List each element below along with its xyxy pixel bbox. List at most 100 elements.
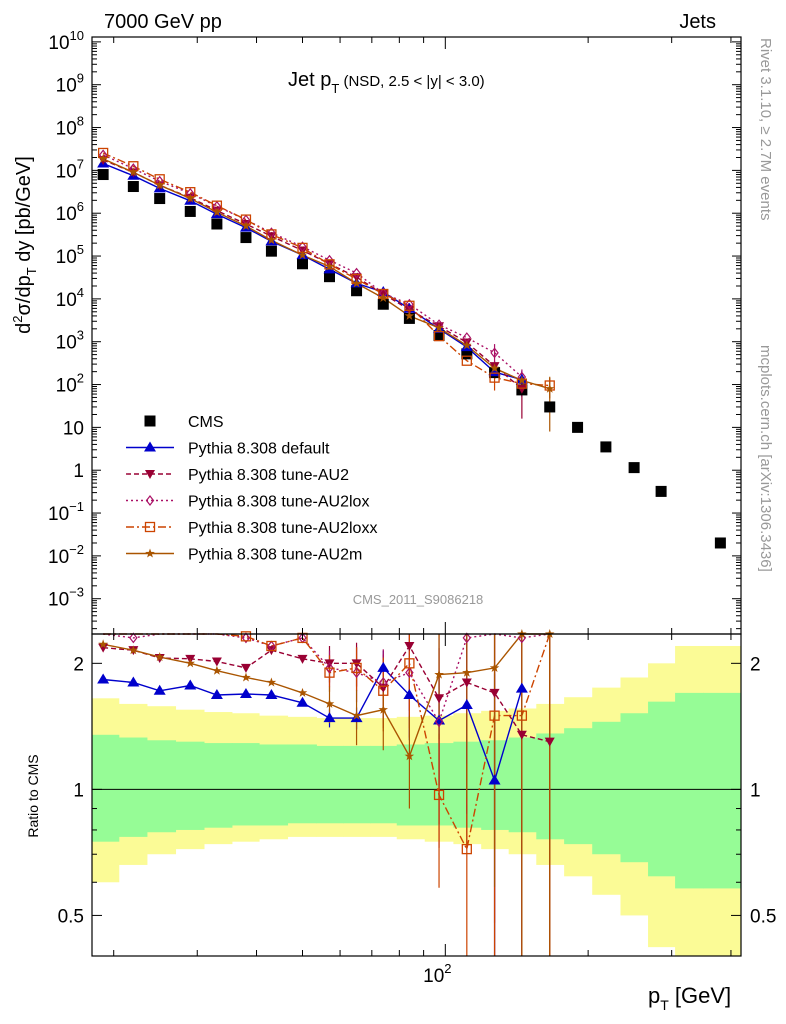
ratio-point-pythia-8-308-tune-au2lox xyxy=(434,716,444,728)
legend-label-cms: CMS xyxy=(188,414,224,431)
point-cms xyxy=(184,205,196,217)
y-tick-label: 107 xyxy=(56,156,84,182)
point-pythia-8-308-tune-au2lox xyxy=(490,347,499,359)
point-pythia-8-308-tune-au2loxx xyxy=(461,355,472,366)
band-green-bin xyxy=(508,737,537,833)
ratio-point-pythia-8-308-tune-au2loxx xyxy=(404,658,415,669)
legend-label-pythia-8-308-default: Pythia 8.308 default xyxy=(188,441,330,458)
point-cms xyxy=(127,181,139,193)
ratio-point-pythia-8-308-tune-au2m xyxy=(378,704,388,714)
legend-marker-pythia-8-308-tune-au2m xyxy=(145,548,155,558)
band-green-bin xyxy=(231,743,260,826)
rivet-version-label: Rivet 3.1.10, ≥ 2.7M events xyxy=(757,38,774,221)
ratio-point-pythia-8-308-tune-au2 xyxy=(297,654,308,664)
point-pythia-8-308-tune-au2 xyxy=(516,384,527,394)
header-right: Jets xyxy=(679,11,716,33)
ratio-point-pythia-8-308-tune-au2lox xyxy=(405,667,414,679)
ratio-point-pythia-8-308-tune-au2lox xyxy=(352,667,361,679)
x-axis-label: pT [GeV] xyxy=(648,983,731,1013)
band-green-bin xyxy=(316,745,344,824)
band-green-bin xyxy=(453,741,482,828)
point-pythia-8-308-tune-au2loxx xyxy=(324,259,335,270)
point-cms xyxy=(240,232,252,244)
ratio-point-pythia-8-308-tune-au2m xyxy=(297,687,308,697)
band-green-bin xyxy=(536,733,565,840)
ratio-point-pythia-8-308-default xyxy=(153,684,166,695)
ratio-point-pythia-8-308-tune-au2m xyxy=(489,662,500,672)
point-pythia-8-308-tune-au2m xyxy=(128,167,139,177)
y-tick-label: 10−2 xyxy=(48,542,84,568)
ratio-point-pythia-8-308-tune-au2 xyxy=(211,657,222,667)
ratio-point-pythia-8-308-tune-au2 xyxy=(404,641,415,651)
band-green-bin xyxy=(343,745,371,824)
point-pythia-8-308-tune-au2loxx xyxy=(489,372,500,383)
ratio-point-pythia-8-308-tune-au2m xyxy=(404,751,415,761)
ratio-point-pythia-8-308-tune-au2loxx xyxy=(461,843,472,855)
ratio-point-pythia-8-308-tune-au2loxx xyxy=(351,662,362,674)
ratio-point-pythia-8-308-tune-au2m xyxy=(462,667,472,677)
main-frame xyxy=(91,36,742,635)
x-tick-label: 102 xyxy=(423,961,451,987)
y-tick-label: 105 xyxy=(56,242,84,268)
ratio-y-axis-label: Ratio to CMS xyxy=(25,754,41,837)
axes: 101010910810710610510410310210110−110−21… xyxy=(48,28,776,987)
point-pythia-8-308-tune-au2m xyxy=(462,340,472,350)
point-pythia-8-308-tune-au2m xyxy=(266,235,277,245)
ratio-point-pythia-8-308-tune-au2m xyxy=(241,672,251,682)
ratio-point-pythia-8-308-tune-au2 xyxy=(489,688,500,698)
point-cms xyxy=(572,421,584,433)
line-pythia-8-308-default xyxy=(102,162,523,381)
ratio-point-pythia-8-308-tune-au2m xyxy=(98,639,108,649)
ratio-point-pythia-8-308-tune-au2loxx xyxy=(433,789,445,801)
band-green-bin xyxy=(287,744,317,824)
point-cms xyxy=(154,193,166,205)
point-cms xyxy=(544,401,556,413)
ratio-point-pythia-8-308-tune-au2loxx xyxy=(489,710,500,721)
ratio-point-pythia-8-308-default xyxy=(265,689,278,700)
ratio-y-tick-label: 0.5 xyxy=(58,906,84,927)
y-tick-label: 10 xyxy=(63,418,84,439)
chart-title-rest: (NSD, 2.5 < |y| < 3.0) xyxy=(339,73,484,90)
uncertainty-bands xyxy=(92,645,742,956)
analysis-id: CMS_2011_S9086218 xyxy=(353,592,484,607)
ratio-point-pythia-8-308-tune-au2lox xyxy=(325,662,334,674)
point-cms xyxy=(655,485,667,497)
band-green-bin xyxy=(564,728,593,845)
ratio-point-pythia-8-308-tune-au2m xyxy=(351,710,362,720)
band-green-bin xyxy=(620,713,649,863)
ratio-point-pythia-8-308-tune-au2m xyxy=(212,665,222,675)
ratio-point-pythia-8-308-tune-au2loxx xyxy=(324,667,335,678)
ratio-point-pythia-8-308-tune-au2loxx xyxy=(378,685,389,696)
point-cms xyxy=(211,218,223,230)
point-pythia-8-308-tune-au2lox xyxy=(405,298,414,310)
ratio-point-pythia-8-308-default xyxy=(184,679,197,690)
y-axis-label-b-sub: T xyxy=(24,267,39,275)
ratio-y-tick-label-right: 2 xyxy=(750,654,761,675)
line-pythia-8-308-tune-au2 xyxy=(102,159,523,390)
y-tick-label: 102 xyxy=(56,371,84,397)
point-pythia-8-308-tune-au2m xyxy=(378,293,388,302)
point-cms xyxy=(403,312,415,324)
point-cms xyxy=(377,298,389,310)
legend-marker-pythia-8-308-tune-au2 xyxy=(145,470,155,479)
y-axis-label: d2σ/dpT dy [pb/GeV] xyxy=(10,156,39,334)
point-cms xyxy=(351,285,363,297)
ratio-point-pythia-8-308-tune-au2 xyxy=(461,678,472,688)
point-pythia-8-308-tune-au2m xyxy=(185,193,195,203)
band-green-bin xyxy=(703,692,742,889)
point-pythia-8-308-tune-au2loxx xyxy=(433,330,445,342)
ratio-point-pythia-8-308-tune-au2 xyxy=(516,730,527,740)
ratio-y-tick-label-right: 0.5 xyxy=(750,906,776,927)
band-green-bin xyxy=(204,743,233,828)
point-pythia-8-308-tune-au2m xyxy=(351,278,362,288)
mcplots-label: mcplots.cern.ch [arXiv:1306.3436] xyxy=(757,345,774,572)
ratio-y-tick-label: 2 xyxy=(73,654,84,675)
band-green-bin xyxy=(118,737,148,837)
point-cms xyxy=(600,441,612,453)
legend-label-pythia-8-308-tune-au2: Pythia 8.308 tune-AU2 xyxy=(188,467,349,484)
chart-title-main: Jet p xyxy=(288,69,331,91)
series-markers xyxy=(97,147,726,855)
ratio-line-pythia-8-308-default xyxy=(103,666,523,783)
ratio-point-pythia-8-308-tune-au2m xyxy=(185,658,195,668)
ratio-point-pythia-8-308-tune-au2loxx xyxy=(516,710,528,721)
